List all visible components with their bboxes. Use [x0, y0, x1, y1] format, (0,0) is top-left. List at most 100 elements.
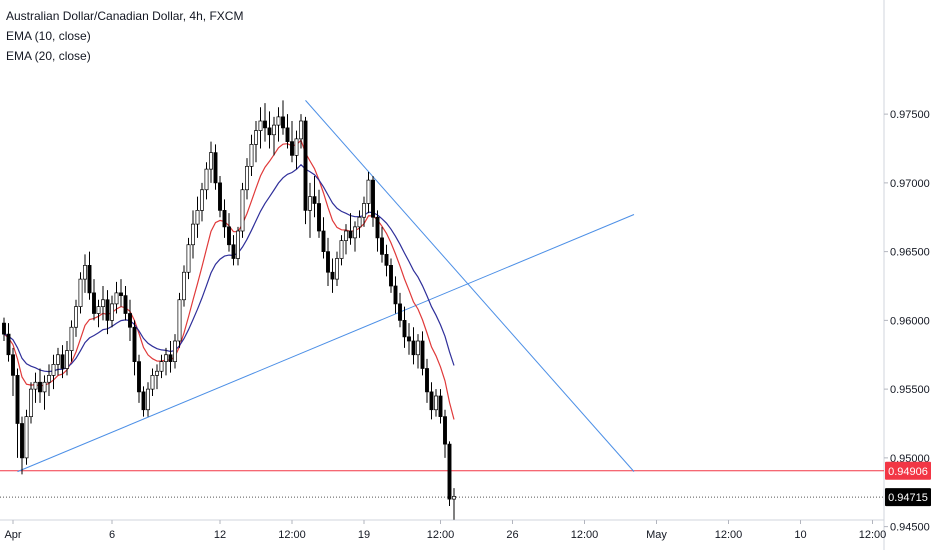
candle[interactable] — [128, 313, 132, 328]
candle[interactable] — [375, 216, 380, 239]
candle[interactable] — [38, 381, 42, 393]
candle[interactable] — [51, 364, 56, 376]
candle[interactable] — [443, 416, 447, 445]
candle[interactable] — [249, 144, 254, 167]
candle[interactable] — [204, 168, 209, 191]
candle[interactable] — [65, 350, 69, 369]
candle[interactable] — [245, 166, 249, 191]
candle[interactable] — [227, 226, 231, 246]
candle[interactable] — [47, 375, 51, 383]
candle[interactable] — [60, 354, 65, 369]
candle[interactable] — [6, 333, 11, 356]
candle[interactable] — [420, 340, 425, 369]
candle[interactable] — [195, 210, 200, 225]
candle[interactable] — [380, 237, 384, 255]
candle[interactable] — [258, 120, 263, 131]
candle[interactable] — [155, 370, 159, 376]
candle[interactable] — [303, 120, 308, 211]
trendline-2[interactable] — [305, 100, 635, 472]
candle[interactable] — [191, 223, 195, 246]
candle[interactable] — [177, 299, 182, 342]
candle[interactable] — [42, 381, 47, 393]
candle[interactable] — [182, 271, 186, 301]
candle[interactable] — [398, 303, 402, 321]
candle[interactable] — [353, 226, 357, 239]
candle[interactable] — [294, 138, 299, 156]
candle[interactable] — [29, 388, 33, 417]
candle[interactable] — [384, 254, 389, 266]
candle[interactable] — [231, 244, 236, 259]
candle[interactable] — [299, 120, 303, 140]
candle[interactable] — [159, 361, 164, 372]
candle[interactable] — [78, 278, 83, 307]
candle[interactable] — [200, 189, 204, 211]
candle[interactable] — [357, 216, 362, 228]
candle[interactable] — [69, 326, 74, 351]
candle[interactable] — [83, 265, 87, 280]
trendline-1[interactable] — [17, 214, 635, 473]
candle[interactable] — [276, 116, 281, 126]
candle[interactable] — [326, 251, 330, 273]
candle[interactable] — [213, 152, 218, 184]
candle[interactable] — [56, 354, 60, 365]
candle[interactable] — [110, 303, 114, 321]
candle[interactable] — [393, 285, 398, 305]
candle[interactable] — [312, 196, 317, 204]
candle[interactable] — [344, 230, 348, 241]
candle[interactable] — [308, 196, 312, 211]
candle[interactable] — [362, 203, 366, 218]
candle[interactable] — [96, 306, 101, 314]
candle[interactable] — [173, 340, 177, 362]
candle[interactable] — [366, 179, 371, 204]
candle[interactable] — [114, 292, 119, 305]
candle[interactable] — [132, 326, 137, 362]
candle[interactable] — [339, 240, 344, 259]
candle[interactable] — [236, 230, 240, 259]
candle[interactable] — [2, 322, 6, 335]
candle[interactable] — [348, 230, 353, 239]
candle[interactable] — [87, 265, 92, 294]
candle[interactable] — [218, 182, 222, 211]
candle[interactable] — [164, 354, 168, 362]
candle[interactable] — [209, 152, 213, 170]
candle[interactable] — [317, 203, 321, 232]
candle[interactable] — [285, 127, 290, 142]
candle[interactable] — [263, 120, 267, 129]
candle[interactable] — [101, 299, 105, 307]
candle[interactable] — [119, 292, 123, 296]
candle[interactable] — [168, 354, 173, 362]
candle[interactable] — [15, 375, 20, 424]
candle[interactable] — [438, 395, 443, 417]
candle[interactable] — [150, 375, 155, 390]
candle[interactable] — [146, 388, 150, 411]
candle[interactable] — [20, 423, 24, 459]
candle[interactable] — [411, 340, 416, 356]
candle[interactable] — [105, 299, 110, 321]
candle[interactable] — [321, 230, 326, 252]
candle[interactable] — [389, 265, 393, 287]
candle[interactable] — [290, 141, 294, 156]
candle[interactable] — [434, 395, 438, 411]
candle[interactable] — [371, 179, 375, 218]
candle[interactable] — [222, 210, 227, 228]
candle[interactable] — [11, 354, 15, 376]
candle[interactable] — [272, 124, 276, 136]
candle[interactable] — [281, 116, 285, 129]
candle[interactable] — [402, 320, 407, 338]
candle[interactable] — [24, 416, 29, 459]
candle[interactable] — [447, 443, 452, 500]
candle[interactable] — [186, 244, 191, 273]
candle[interactable] — [335, 258, 339, 280]
candle[interactable] — [452, 496, 456, 500]
candle[interactable] — [137, 361, 141, 393]
candle[interactable] — [33, 381, 38, 390]
candle[interactable] — [240, 189, 245, 232]
candle[interactable] — [92, 292, 96, 314]
candle[interactable] — [429, 391, 434, 411]
candle[interactable] — [416, 340, 420, 356]
candle[interactable] — [74, 306, 78, 328]
candle[interactable] — [425, 368, 429, 393]
candle[interactable] — [267, 127, 272, 136]
candle[interactable] — [141, 391, 146, 411]
